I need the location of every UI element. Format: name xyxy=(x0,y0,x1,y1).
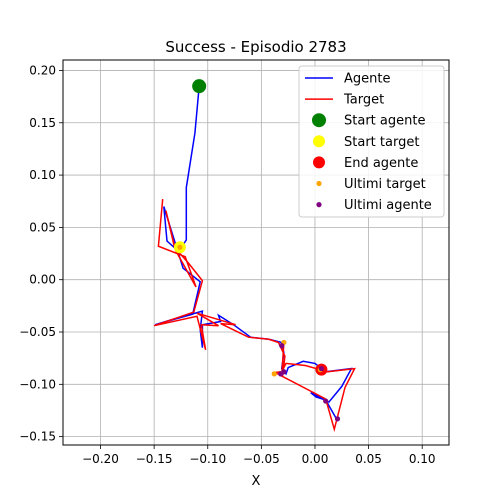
legend-label-start-agente: Start agente xyxy=(344,114,425,129)
y-tick-label: 0.05 xyxy=(29,220,56,234)
point-ultimi-agente xyxy=(281,369,287,375)
x-tick-label: 0.05 xyxy=(355,452,382,466)
legend-label-target: Target xyxy=(343,93,384,108)
series-line-agente xyxy=(154,86,353,420)
point-ultimi-target xyxy=(271,371,277,377)
legend-label-ultimi-target: Ultimi target xyxy=(344,177,426,192)
series-line-target xyxy=(153,199,356,433)
legend-label-end-agente: End agente xyxy=(344,156,418,171)
legend-label-ultimi-agente: Ultimi agente xyxy=(344,198,432,213)
legend-swatch-ultimi-agente xyxy=(316,202,322,208)
x-axis-ticks: −0.20 −0.15 −0.10 −0.05 0.00 0.05 0.10 xyxy=(82,445,436,466)
legend-box xyxy=(298,65,445,218)
y-tick-label: −0.15 xyxy=(19,430,56,444)
y-axis-ticks: −0.15 −0.10 −0.05 0.00 0.05 0.10 0.15 0.20 xyxy=(19,63,63,444)
plot-frame xyxy=(62,59,450,446)
point-start-agente xyxy=(192,79,207,94)
x-tick-label: −0.10 xyxy=(189,452,226,466)
chart-title: Success - Episodio 2783 xyxy=(165,38,346,56)
x-tick-label: −0.05 xyxy=(243,452,280,466)
point-ultimi-target xyxy=(177,244,183,250)
point-ultimi-agente xyxy=(318,366,325,372)
point-ultimi-agente xyxy=(279,343,285,349)
y-tick-label: 0.10 xyxy=(29,168,56,182)
x-tick-label: 0.00 xyxy=(302,452,329,466)
series-layer xyxy=(153,79,356,433)
y-tick-label: 0.15 xyxy=(29,116,56,130)
legend-label-agente: Agente xyxy=(344,72,390,87)
y-tick-label: 0.00 xyxy=(29,273,56,287)
x-tick-label: −0.20 xyxy=(82,452,119,466)
legend-label-start-target: Start target xyxy=(344,135,419,150)
y-tick-label: −0.05 xyxy=(19,325,56,339)
point-ultimi-agente xyxy=(334,416,341,422)
legend-swatch-start-target xyxy=(313,135,325,148)
x-tick-label: 0.10 xyxy=(409,452,436,466)
legend-swatch-end-agente xyxy=(313,156,325,169)
point-ultimi-agente xyxy=(323,398,329,404)
y-tick-label: −0.10 xyxy=(19,377,56,391)
y-tick-label: 0.20 xyxy=(29,63,56,77)
x-axis-label: X xyxy=(252,474,261,489)
x-tick-label: −0.15 xyxy=(136,452,173,466)
legend-swatch-ultimi-target xyxy=(316,180,322,187)
legend-swatch-start-agente xyxy=(312,113,326,128)
legend: Agente Target Start agente Start target End … xyxy=(298,65,445,218)
